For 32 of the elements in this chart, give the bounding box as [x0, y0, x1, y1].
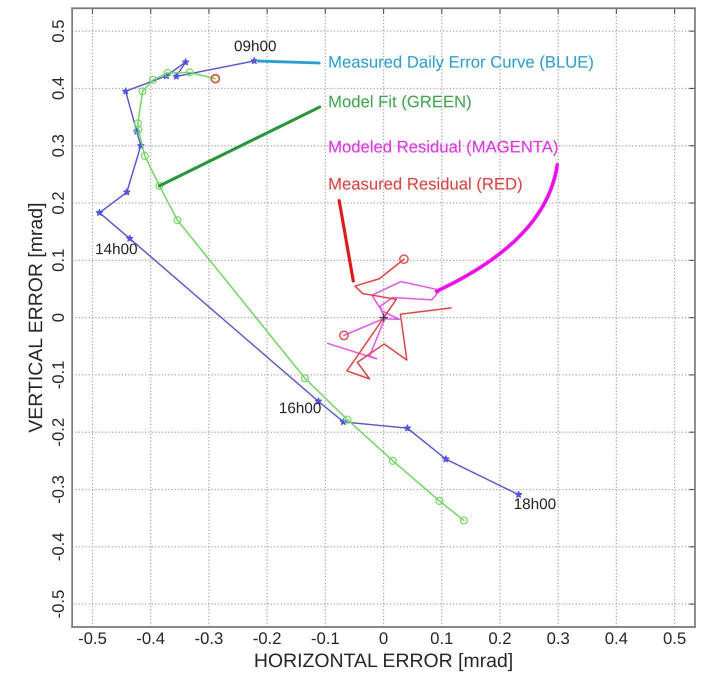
annotation: Measured Residual (RED): [329, 177, 522, 193]
x-tick-label: 0.2: [489, 632, 511, 644]
x-tick-label: 0: [380, 632, 388, 644]
x-tick-label: -0.1: [312, 632, 339, 644]
annotation: 14h00: [96, 243, 137, 254]
x-tick-label: 0.3: [547, 632, 570, 644]
y-tick-label: 0: [52, 314, 64, 322]
y-tick-label: -0.3: [52, 476, 64, 504]
x-tick-label: -0.4: [137, 632, 165, 644]
x-tick-label: 0.5: [664, 632, 686, 644]
y-tick-label: 0.3: [52, 134, 64, 157]
x-axis-title: HORIZONTAL ERROR [mrad]: [256, 652, 512, 672]
annotation: Measured Daily Error Curve (BLUE): [329, 56, 593, 72]
y-tick-label: 0.1: [52, 250, 64, 272]
x-tick-label: -0.2: [254, 632, 281, 644]
x-tick-label: -0.5: [78, 632, 106, 644]
y-tick-label: 0.2: [52, 192, 64, 214]
y-tick-label: -0.1: [52, 361, 64, 389]
x-tick-label: 0.1: [430, 632, 453, 644]
y-axis-title: VERTICAL ERROR [mrad]: [28, 204, 46, 433]
annotation: Modeled Residual (MAGENTA): [329, 140, 558, 156]
annotation: 18h00: [514, 498, 556, 510]
annotation: 16h00: [280, 402, 321, 414]
y-tick-label: -0.2: [52, 418, 64, 446]
annotation: 09h00: [234, 40, 276, 52]
x-tick-label: 0.4: [605, 632, 628, 644]
annotation: Model Fit (GREEN): [329, 95, 471, 111]
y-tick-label: -0.4: [52, 532, 64, 560]
x-tick-label: -0.3: [195, 632, 223, 644]
y-tick-label: 0.4: [52, 77, 64, 100]
y-tick-label: 0.5: [52, 20, 64, 42]
y-tick-label: -0.5: [52, 590, 64, 618]
